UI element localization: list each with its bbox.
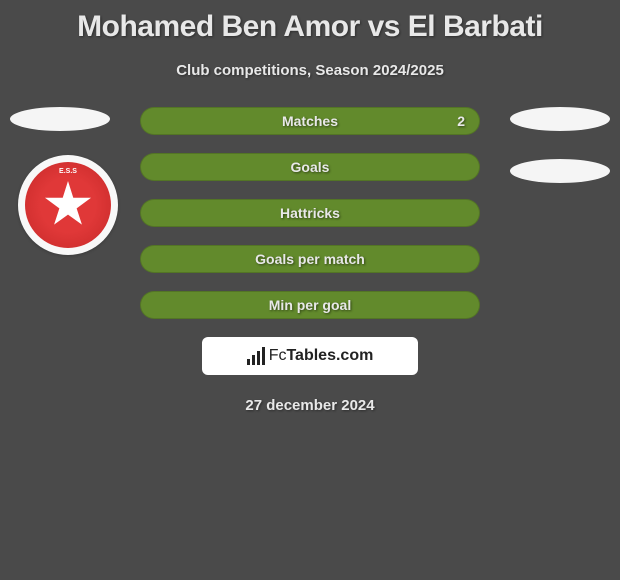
stat-bar-hattricks: Hattricks	[140, 199, 480, 227]
stats-area: E.S.S Matches 2 Goals Hattricks Goals pe…	[0, 107, 620, 414]
badge-abbrev: E.S.S	[59, 168, 77, 175]
stat-label: Goals per match	[255, 251, 365, 267]
stat-label: Matches	[282, 113, 338, 129]
player-right-placeholder-2	[510, 159, 610, 183]
stat-label: Hattricks	[280, 205, 340, 221]
watermark-text: FcTables.com	[269, 347, 374, 365]
stat-value: 2	[457, 113, 465, 129]
stat-label: Goals	[291, 159, 330, 175]
stat-bar-min-per-goal: Min per goal	[140, 291, 480, 319]
club-badge-left: E.S.S	[18, 155, 118, 255]
stat-label: Min per goal	[269, 297, 351, 313]
footer-date: 27 december 2024	[0, 397, 620, 414]
chart-icon	[247, 347, 265, 365]
player-right-placeholder-1	[510, 107, 610, 131]
stat-bar-goals: Goals	[140, 153, 480, 181]
watermark: FcTables.com	[202, 337, 418, 375]
player-left-placeholder	[10, 107, 110, 131]
stat-bar-goals-per-match: Goals per match	[140, 245, 480, 273]
star-icon	[44, 181, 92, 229]
club-badge-inner: E.S.S	[25, 162, 111, 248]
subtitle: Club competitions, Season 2024/2025	[0, 62, 620, 79]
stat-bar-matches: Matches 2	[140, 107, 480, 135]
page-title: Mohamed Ben Amor vs El Barbati	[0, 0, 620, 44]
